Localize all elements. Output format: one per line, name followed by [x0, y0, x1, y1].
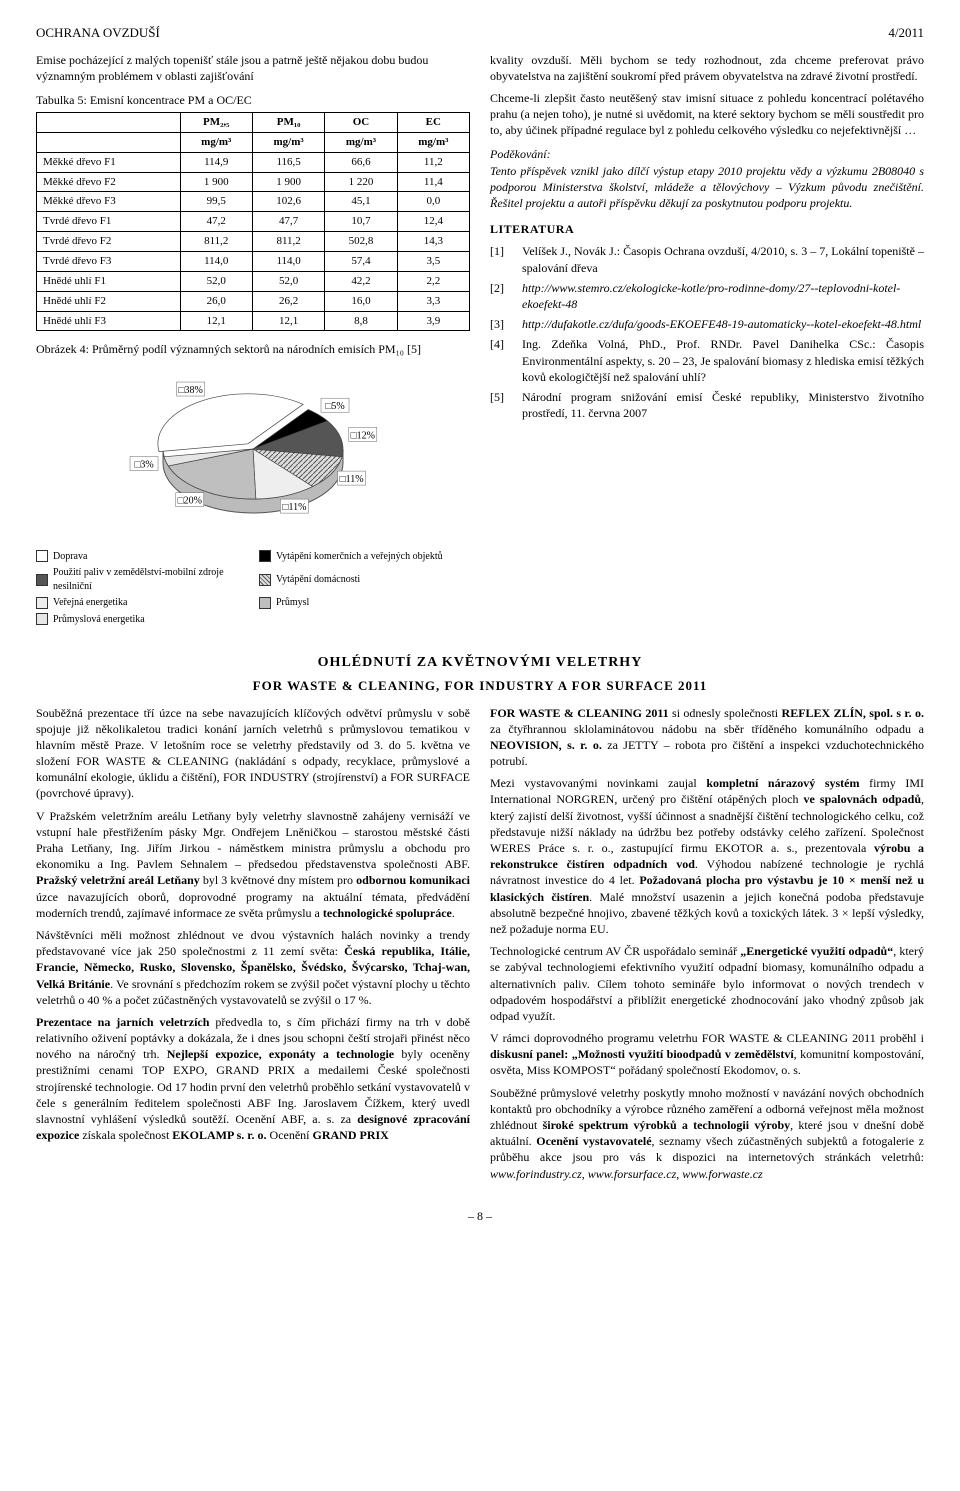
table-row: Tvrdé dřevo F2811,2811,2502,814,3	[37, 232, 470, 252]
journal-title: OCHRANA OVZDUŠÍ	[36, 24, 160, 42]
legend-label: Průmyslová energetika	[53, 613, 145, 627]
reference-item: [5]Národní program snižování emisí České…	[490, 389, 924, 421]
legend-swatch	[36, 574, 48, 586]
legend-swatch	[36, 550, 48, 562]
legend-label: Použití paliv v zemědělství-mobilní zdro…	[53, 566, 247, 593]
table-row: Tvrdé dřevo F3114,0114,057,43,5	[37, 252, 470, 272]
legend-item: Veřejná energetika	[36, 596, 247, 610]
left-column: Emise pocházející z malých topenišť stál…	[36, 52, 470, 635]
fair-section: OHLÉDNUTÍ ZA KVĚTNOVÝMI VELETRHY FOR WAS…	[36, 654, 924, 1188]
table-caption: Tabulka 5: Emisní koncentrace PM a OC/EC	[36, 92, 470, 108]
legend-label: Průmysl	[276, 596, 309, 610]
pie-label: □11%	[340, 474, 364, 485]
reference-item: [2]http://www.stemro.cz/ekologicke-kotle…	[490, 280, 924, 312]
legend-item: Vytápění komerčních a veřejných objektů	[259, 550, 470, 564]
legend-label: Vytápění domácnosti	[276, 573, 360, 587]
pie-label: □20%	[178, 495, 202, 506]
fair-paragraph: Souběžná prezentace tří úzce na sebe nav…	[36, 705, 470, 802]
reference-list: [1]Velíšek J., Novák J.: Časopis Ochrana…	[490, 243, 924, 421]
legend-swatch	[36, 613, 48, 625]
pie-svg: □38% □5% □12% □11% □11% □20% □3%	[93, 364, 413, 544]
fair-paragraph: Souběžné průmyslové veletrhy poskytly mn…	[490, 1085, 924, 1182]
fair-paragraph: FOR WASTE & CLEANING 2011 si odnesly spo…	[490, 705, 924, 770]
legend-item: Doprava	[36, 550, 247, 564]
right-para-2: Chceme-li zlepšit často neutěšený stav i…	[490, 90, 924, 139]
fair-paragraph: V Pražském veletržním areálu Letňany byl…	[36, 808, 470, 921]
legend-item: Použití paliv v zemědělství-mobilní zdro…	[36, 566, 247, 593]
pie-label: □12%	[351, 430, 375, 441]
fair-paragraph: Mezi vystavovanými novinkami zaujal komp…	[490, 775, 924, 937]
fair-paragraph: Technologické centrum AV ČR uspořádalo s…	[490, 943, 924, 1024]
table-header: PM₂,₅	[180, 113, 252, 133]
fair-paragraph: V rámci doprovodného programu veletrhu F…	[490, 1030, 924, 1079]
legend-label: Doprava	[53, 550, 87, 564]
pie-label: □3%	[134, 459, 153, 470]
pie-label: □11%	[282, 502, 306, 513]
fair-left-col: Souběžná prezentace tří úzce na sebe nav…	[36, 705, 470, 1188]
thanks-body: Tento příspěvek vznikl jako dílčí výstup…	[490, 163, 924, 212]
table-row: Měkké dřevo F21 9001 9001 22011,4	[37, 172, 470, 192]
literature-head: LITERATURA	[490, 221, 924, 237]
table-row: Hnědé uhlí F312,112,18,83,9	[37, 311, 470, 331]
legend-swatch	[259, 550, 271, 562]
fair-paragraph: Návštěvníci měli možnost zhlédnout ve dv…	[36, 927, 470, 1008]
table-row: Měkké dřevo F399,5102,645,10,0	[37, 192, 470, 212]
legend-item: Vytápění domácnosti	[259, 566, 470, 593]
emissions-table: PM₂,₅PM₁₀OCECmg/m³mg/m³mg/m³mg/m³ Měkké …	[36, 112, 470, 331]
legend-label: Veřejná energetika	[53, 596, 128, 610]
thanks-head: Poděkování:	[490, 146, 924, 162]
table-header	[37, 113, 181, 133]
fair-right-col: FOR WASTE & CLEANING 2011 si odnesly spo…	[490, 705, 924, 1188]
fair-paragraph: Prezentace na jarních veletrzích předved…	[36, 1014, 470, 1144]
table-header: OC	[325, 113, 397, 133]
reference-item: [1]Velíšek J., Novák J.: Časopis Ochrana…	[490, 243, 924, 275]
pie-legend: Doprava Vytápění komerčních a veřejných o…	[36, 550, 470, 627]
table-row: Měkké dřevo F1114,9116,566,611,2	[37, 152, 470, 172]
pie-label: □5%	[325, 401, 344, 412]
table-unit	[37, 132, 181, 152]
pie-label: □38%	[178, 385, 202, 396]
issue-number: 4/2011	[888, 24, 924, 42]
legend-item: Průmysl	[259, 596, 470, 610]
intro-text: Emise pocházející z malých topenišť stál…	[36, 52, 470, 84]
page-number: – 8 –	[36, 1208, 924, 1224]
figure-caption: Obrázek 4: Průměrný podíl významných sek…	[36, 341, 470, 357]
right-column: kvality ovzduší. Měli bychom se tedy roz…	[490, 52, 924, 635]
table-row: Hnědé uhlí F226,026,216,03,3	[37, 291, 470, 311]
legend-swatch	[36, 597, 48, 609]
legend-label: Vytápění komerčních a veřejných objektů	[276, 550, 443, 564]
legend-swatch	[259, 597, 271, 609]
table-row: Tvrdé dřevo F147,247,710,712,4	[37, 212, 470, 232]
legend-item: Průmyslová energetika	[36, 613, 247, 627]
fair-subtitle: FOR WASTE & CLEANING, FOR INDUSTRY A FOR…	[36, 677, 924, 695]
right-para-1: kvality ovzduší. Měli bychom se tedy roz…	[490, 52, 924, 84]
pie-chart: □38% □5% □12% □11% □11% □20% □3% Doprava Vytápě…	[36, 364, 470, 627]
reference-item: [4]Ing. Zdeňka Volná, PhD., Prof. RNDr. …	[490, 336, 924, 385]
table-unit: mg/m³	[180, 132, 252, 152]
fair-title: OHLÉDNUTÍ ZA KVĚTNOVÝMI VELETRHY	[36, 654, 924, 673]
table-row: Hnědé uhlí F152,052,042,22,2	[37, 271, 470, 291]
table-header: EC	[397, 113, 469, 133]
reference-item: [3]http://dufakotle.cz/dufa/goods-EKOEFE…	[490, 316, 924, 332]
table-unit: mg/m³	[325, 132, 397, 152]
table-header: PM₁₀	[252, 113, 324, 133]
legend-swatch	[259, 574, 271, 586]
table-unit: mg/m³	[397, 132, 469, 152]
table-unit: mg/m³	[252, 132, 324, 152]
